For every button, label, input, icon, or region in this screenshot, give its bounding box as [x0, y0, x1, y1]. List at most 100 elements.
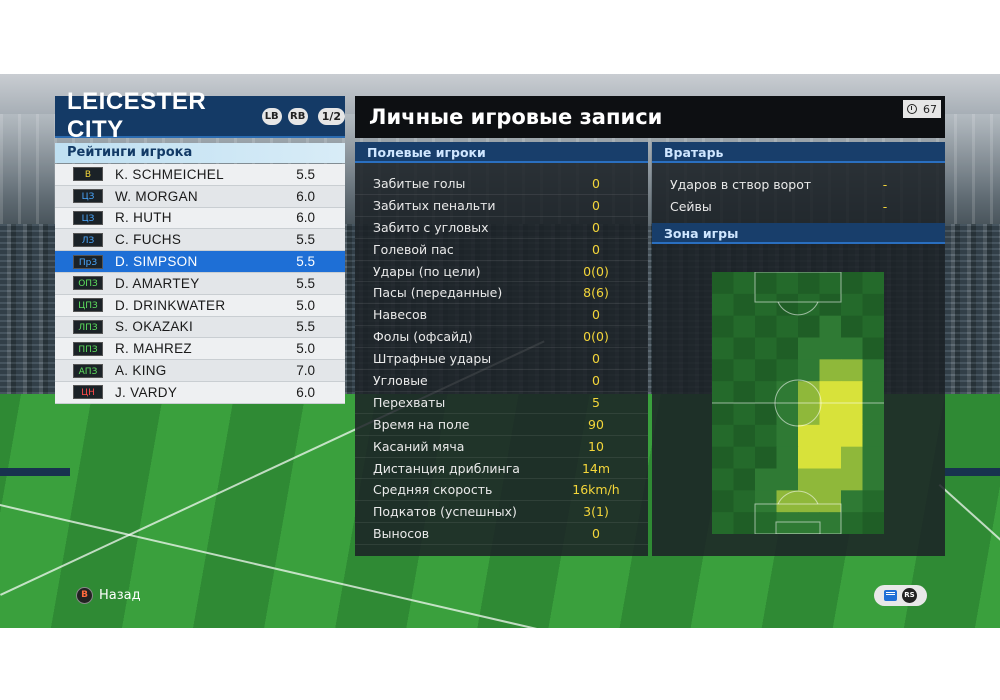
player-rating: 5.5: [296, 232, 315, 248]
heatmap-cell: [862, 424, 884, 448]
heatmap-cell: [819, 468, 842, 491]
heatmap-cell: [755, 446, 777, 469]
heatmap-cell: [733, 315, 756, 338]
stat-row: Подкатов (успешных) 3(1): [355, 501, 648, 524]
heatmap-cell: [776, 468, 799, 491]
lb-button[interactable]: LB: [261, 107, 282, 125]
player-rating: 6.0: [296, 384, 315, 400]
player-roster: В K. SCHMEICHEL 5.5 ЦЗ W. MORGAN 6.0 ЦЗ R. HUTH…: [55, 164, 345, 404]
player-row[interactable]: ПрЗ D. SIMPSON 5.5: [55, 251, 345, 273]
heatmap-cell: [733, 403, 756, 426]
heatmap-cell: [755, 315, 777, 338]
stat-label: Пасы (переданные): [373, 285, 503, 301]
heatmap-cell: [776, 490, 799, 513]
stat-value: 5: [592, 394, 600, 410]
stat-row: Штрафные удары 0: [355, 348, 648, 371]
player-name: J. VARDY: [115, 384, 178, 400]
heatmap-cell: [712, 359, 734, 382]
position-badge: ЛЗ: [73, 232, 103, 247]
heatmap-cell: [776, 403, 799, 426]
stat-row: Удары (по цели) 0(0): [355, 261, 648, 283]
player-row[interactable]: ЦЗ W. MORGAN 6.0: [55, 185, 345, 208]
player-name: R. MAHREZ: [115, 341, 192, 357]
zone-heading: Зона игры: [652, 223, 945, 244]
heatmap-cell: [841, 490, 863, 513]
stat-label: Забитых пенальти: [373, 197, 496, 213]
heatmap-cell: [798, 272, 820, 295]
heatmap-cell: [755, 512, 777, 534]
heatmap-cell: [819, 446, 842, 469]
player-row[interactable]: ЛПЗ S. OKAZAKI 5.5: [55, 316, 345, 339]
stat-row: Навесов 0: [355, 304, 648, 327]
player-row[interactable]: ЦЗ R. HUTH 6.0: [55, 207, 345, 230]
position-badge: ЦЗ: [73, 210, 103, 225]
heatmap-cell: [776, 315, 799, 338]
stat-row: Забитые голы 0: [355, 173, 648, 195]
heatmap-cell: [819, 403, 842, 426]
player-row[interactable]: ОПЗ D. AMARTEY 5.5: [55, 272, 345, 295]
player-row[interactable]: ЦПЗ D. DRINKWATER 5.0: [55, 294, 345, 317]
heatmap-cell: [819, 315, 842, 338]
stat-value: 0: [592, 372, 600, 388]
back-button[interactable]: B Назад: [76, 587, 141, 604]
stat-label: Подкатов (успешных): [373, 504, 517, 520]
position-badge: ОПЗ: [73, 276, 103, 291]
position-badge: ППЗ: [73, 341, 103, 356]
stat-value: 0: [592, 197, 600, 213]
rs-chat-button[interactable]: RS: [874, 585, 927, 606]
player-row[interactable]: АПЗ A. KING 7.0: [55, 360, 345, 382]
heatmap-cell: [862, 512, 884, 534]
top-penalty-arc: [777, 301, 819, 316]
heatmap-cell: [712, 424, 734, 448]
heatmap-cell: [712, 337, 734, 360]
heatmap-cell: [819, 381, 842, 404]
stat-label: Касаний мяча: [373, 438, 465, 454]
top-penalty-box: [754, 272, 842, 303]
heatmap-cell: [755, 468, 777, 491]
stat-row: Голевой пас 0: [355, 239, 648, 261]
player-name: A. KING: [115, 363, 167, 379]
player-rating: 7.0: [296, 363, 315, 379]
player-name: D. DRINKWATER: [115, 297, 226, 313]
heatmap-cell: [862, 359, 884, 382]
rb-button[interactable]: RB: [287, 107, 308, 125]
player-name: R. HUTH: [115, 210, 172, 226]
stat-label: Фолы (офсайд): [373, 329, 473, 345]
player-rating: 5.5: [296, 319, 315, 335]
stat-value: 3(1): [583, 504, 609, 520]
heatmap-cell: [755, 337, 777, 360]
heatmap-cell: [798, 446, 820, 469]
stat-value: 0: [592, 219, 600, 235]
heatmap-cell: [733, 381, 756, 404]
heatmap-cell: [798, 293, 820, 317]
heatmap-cell: [733, 424, 756, 448]
heatmap-cell: [841, 446, 863, 469]
heatmap-cell: [798, 359, 820, 382]
stat-value: 0: [592, 307, 600, 323]
stat-row: Забитых пенальти 0: [355, 195, 648, 217]
heatmap-cell: [776, 272, 799, 295]
center-circle: [774, 379, 822, 427]
player-row[interactable]: ППЗ R. MAHREZ 5.0: [55, 338, 345, 361]
heatmap-cell: [841, 272, 863, 295]
gk-stat-value: -: [882, 176, 888, 192]
player-row[interactable]: ЦН J. VARDY 6.0: [55, 381, 345, 404]
page-indicator: 1/2: [317, 107, 346, 125]
heatmap-cell: [733, 272, 756, 295]
heatmap-cell: [733, 359, 756, 382]
player-name: W. MORGAN: [115, 188, 198, 204]
stat-label: Забито с угловых: [373, 219, 489, 235]
stat-label: Угловые: [373, 372, 428, 388]
heatmap-cell: [841, 381, 863, 404]
stat-row: Выносов 0: [355, 523, 648, 546]
player-row[interactable]: В K. SCHMEICHEL 5.5: [55, 164, 345, 186]
player-row[interactable]: ЛЗ C. FUCHS 5.5: [55, 229, 345, 252]
heatmap-cell: [755, 381, 777, 404]
heatmap-cell: [862, 468, 884, 491]
position-badge: ЛПЗ: [73, 319, 103, 334]
heatmap-cell: [841, 424, 863, 448]
heatmap-cell: [798, 424, 820, 448]
stat-row: Пасы (переданные) 8(6): [355, 282, 648, 305]
heatmap-cell: [862, 490, 884, 513]
team-header: LEICESTER CITY LB RB 1/2: [55, 88, 346, 143]
